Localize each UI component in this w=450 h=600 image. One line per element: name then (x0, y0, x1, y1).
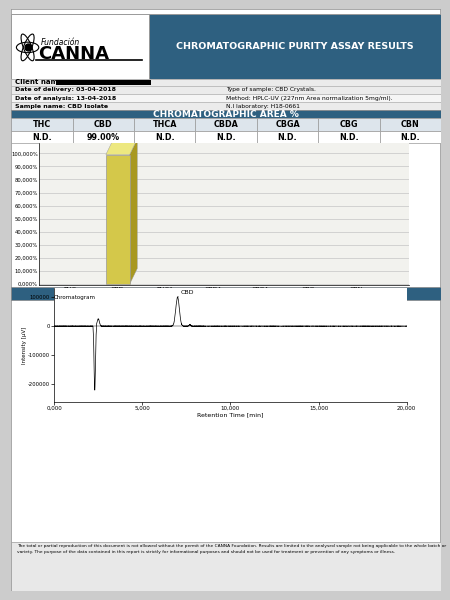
Text: Method: HPLC-UV (227nm Area normalization 5mg/ml).: Method: HPLC-UV (227nm Area normalizatio… (226, 95, 393, 101)
Text: Type of sample: CBD Crystals.: Type of sample: CBD Crystals. (226, 88, 316, 92)
Text: N.I laboratory: H18-0661: N.I laboratory: H18-0661 (226, 104, 300, 109)
Bar (11, 542, 441, 591)
Bar (56, 80, 151, 85)
Bar (195, 131, 257, 143)
Text: Date of delivery: 03-04-2018: Date of delivery: 03-04-2018 (15, 88, 116, 92)
Bar (72, 118, 134, 131)
Text: The total or partial reproduction of this document is not allowed without the pe: The total or partial reproduction of thi… (17, 544, 446, 554)
Text: CANNA: CANNA (38, 46, 109, 64)
Bar (257, 118, 318, 131)
Bar (11, 110, 441, 118)
Polygon shape (106, 139, 137, 155)
Text: CHROMATOGRAM: CHROMATOGRAM (182, 289, 270, 298)
Text: N.D.: N.D. (278, 133, 297, 142)
Text: Chromatogram: Chromatogram (54, 295, 96, 300)
Text: CHROMATOGRAPHIC AREA %: CHROMATOGRAPHIC AREA % (153, 110, 299, 119)
Text: THC: THC (33, 121, 51, 130)
Text: Fundación: Fundación (40, 38, 80, 47)
Text: CBGA: CBGA (275, 121, 300, 130)
X-axis label: Retention Time [min]: Retention Time [min] (197, 412, 264, 418)
Text: THCA: THCA (153, 121, 177, 130)
Text: 99.00%: 99.00% (87, 133, 120, 142)
Text: N.D.: N.D. (400, 133, 420, 142)
Bar (11, 131, 72, 143)
Bar (11, 86, 441, 94)
Text: Client name:: Client name: (15, 79, 65, 85)
Y-axis label: Intensity [µV]: Intensity [µV] (22, 326, 27, 364)
Text: CHROMATOGRAPHIC PURITY ASSAY RESULTS: CHROMATOGRAPHIC PURITY ASSAY RESULTS (176, 42, 414, 51)
Bar (11, 287, 441, 300)
Text: CBG: CBG (340, 121, 358, 130)
Bar (195, 118, 257, 131)
Text: N.D.: N.D. (32, 133, 52, 142)
Bar (11, 14, 149, 79)
Bar (11, 94, 441, 102)
Bar (134, 131, 195, 143)
Bar (11, 118, 72, 131)
Text: Date of analysis: 13-04-2018: Date of analysis: 13-04-2018 (15, 95, 116, 101)
Text: Sample name: CBD Isolate: Sample name: CBD Isolate (15, 104, 108, 109)
Bar (318, 118, 380, 131)
Text: CBDA: CBDA (214, 121, 239, 130)
Bar (72, 131, 134, 143)
Bar (380, 118, 441, 131)
Text: N.D.: N.D. (216, 133, 236, 142)
Text: CBN: CBN (401, 121, 420, 130)
Text: CBD: CBD (94, 121, 112, 130)
Polygon shape (130, 139, 137, 284)
Text: CBD: CBD (178, 290, 194, 297)
Text: N.D.: N.D. (339, 133, 359, 142)
Bar (149, 14, 441, 79)
Bar (106, 155, 130, 284)
Bar (380, 131, 441, 143)
Text: N.D.: N.D. (155, 133, 175, 142)
Bar (318, 131, 380, 143)
Bar (134, 118, 195, 131)
Bar (257, 131, 318, 143)
Bar (11, 102, 441, 110)
Bar (11, 79, 441, 86)
